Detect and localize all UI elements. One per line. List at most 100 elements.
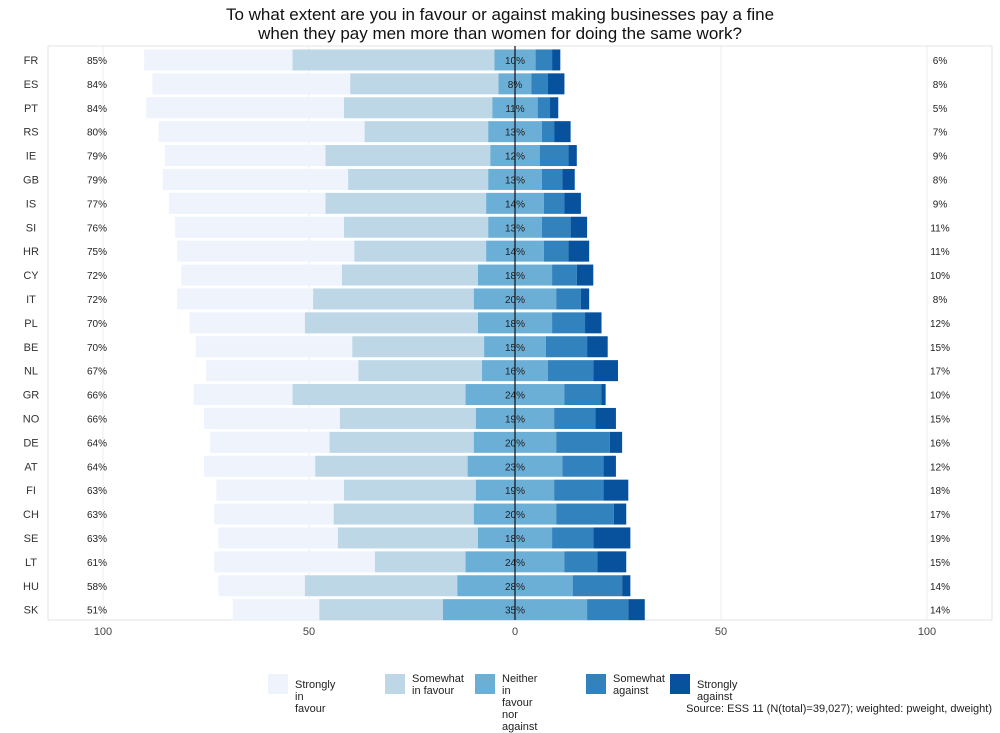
bar-somewhat-in-favour [354, 240, 487, 262]
bar-somewhat-against [554, 407, 596, 429]
bar-somewhat-in-favour [364, 121, 489, 143]
bar-somewhat-in-favour [333, 503, 474, 525]
legend-swatch [670, 674, 690, 694]
against-total-label: 15% [930, 558, 950, 569]
bar-somewhat-against [564, 551, 598, 573]
bar-somewhat-in-favour [358, 360, 483, 382]
against-total-label: 12% [930, 319, 950, 330]
against-total-label: 11% [930, 223, 949, 234]
bar-strongly-in-favour [177, 288, 314, 310]
bar-somewhat-in-favour [313, 288, 474, 310]
against-total-label: 18% [930, 486, 950, 497]
bar-strongly-against [585, 312, 602, 334]
country-label: PT [24, 103, 38, 115]
country-label: GB [23, 174, 39, 186]
country-label: DE [23, 437, 38, 449]
bar-somewhat-against [541, 168, 563, 190]
bar-strongly-against [603, 479, 629, 501]
bar-strongly-against [562, 168, 575, 190]
bar-somewhat-against [562, 455, 604, 477]
bar-strongly-against [568, 145, 577, 167]
favour-total-label: 58% [87, 582, 107, 593]
bar-somewhat-against [556, 503, 614, 525]
favour-total-label: 70% [87, 319, 107, 330]
bar-strongly-in-favour [164, 145, 326, 167]
chart-title-line1: To what extent are you in favour or agai… [225, 5, 775, 24]
country-label: ES [24, 79, 39, 91]
against-total-label: 9% [933, 199, 948, 210]
bar-strongly-in-favour [232, 599, 320, 621]
country-label: IS [26, 198, 36, 210]
bar-somewhat-against [545, 336, 588, 358]
favour-total-label: 80% [87, 128, 107, 139]
against-total-label: 8% [933, 175, 948, 186]
against-total-label: 11% [930, 247, 949, 258]
against-total-label: 19% [930, 534, 950, 545]
country-label: NL [24, 366, 38, 378]
bar-strongly-in-favour [206, 360, 359, 382]
country-label: CY [23, 270, 39, 282]
bar-strongly-in-favour [146, 97, 345, 119]
favour-total-label: 85% [87, 56, 107, 67]
legend-label: Strongly in favour [295, 679, 336, 715]
legend-label: Somewhat in favour [412, 673, 464, 697]
country-label: SK [24, 605, 39, 617]
bar-somewhat-against [547, 360, 594, 382]
against-total-label: 8% [933, 295, 948, 306]
bar-somewhat-against [552, 264, 577, 286]
x-tick-label: 50 [715, 626, 727, 638]
bar-somewhat-in-favour [339, 407, 476, 429]
legend-label: Neither in favour nor against [502, 673, 538, 733]
bar-strongly-against [552, 49, 561, 71]
bar-somewhat-against [556, 288, 581, 310]
bar-strongly-against [595, 407, 616, 429]
bar-strongly-against [593, 360, 618, 382]
favour-total-label: 63% [87, 486, 107, 497]
against-total-label: 14% [930, 582, 950, 593]
bar-somewhat-against [535, 49, 553, 71]
country-label: SE [24, 533, 39, 545]
bar-somewhat-against [531, 73, 548, 95]
favour-total-label: 72% [87, 271, 107, 282]
bar-somewhat-in-favour [352, 336, 485, 358]
bar-strongly-against [550, 97, 559, 119]
bar-strongly-in-favour [189, 312, 305, 334]
against-total-label: 12% [930, 462, 950, 473]
bar-strongly-against [547, 73, 565, 95]
bar-strongly-against [622, 575, 631, 597]
chart-plot: FR 85% 10% 6%ES 84% 8% 8%PT 84% 11% 5%RS 80% 13% 7%I… [23, 45, 993, 638]
bar-strongly-against [564, 192, 581, 214]
bar-strongly-in-favour [175, 216, 345, 238]
country-label: CH [23, 509, 39, 521]
bar-strongly-in-favour [152, 73, 351, 95]
bar-strongly-in-favour [218, 527, 338, 549]
bar-strongly-against [593, 527, 631, 549]
bar-strongly-in-favour [216, 479, 345, 501]
bar-somewhat-against [543, 240, 569, 262]
legend-swatch [586, 674, 606, 694]
favour-total-label: 84% [87, 80, 107, 91]
against-total-label: 7% [933, 128, 948, 139]
bar-strongly-against [613, 503, 627, 525]
bar-strongly-in-favour [214, 551, 375, 573]
country-label: PL [24, 318, 37, 330]
chart-title-line2: when they pay men more than women for do… [258, 24, 742, 43]
bar-somewhat-against [564, 384, 602, 406]
bar-somewhat-against [572, 575, 623, 597]
legend-swatch [268, 674, 288, 694]
bar-somewhat-in-favour [292, 49, 495, 71]
bar-somewhat-in-favour [315, 455, 468, 477]
bar-strongly-against [568, 240, 590, 262]
bar-strongly-in-favour [168, 192, 326, 214]
bar-strongly-in-favour [144, 49, 293, 71]
bar-somewhat-against [539, 145, 569, 167]
favour-total-label: 64% [87, 438, 107, 449]
bar-somewhat-in-favour [341, 264, 478, 286]
bar-somewhat-against [543, 192, 565, 214]
bar-strongly-in-favour [158, 121, 365, 143]
country-label: BE [24, 342, 39, 354]
bar-strongly-in-favour [218, 575, 305, 597]
against-total-label: 10% [930, 271, 950, 282]
bar-strongly-in-favour [203, 455, 316, 477]
bar-somewhat-against [541, 216, 571, 238]
